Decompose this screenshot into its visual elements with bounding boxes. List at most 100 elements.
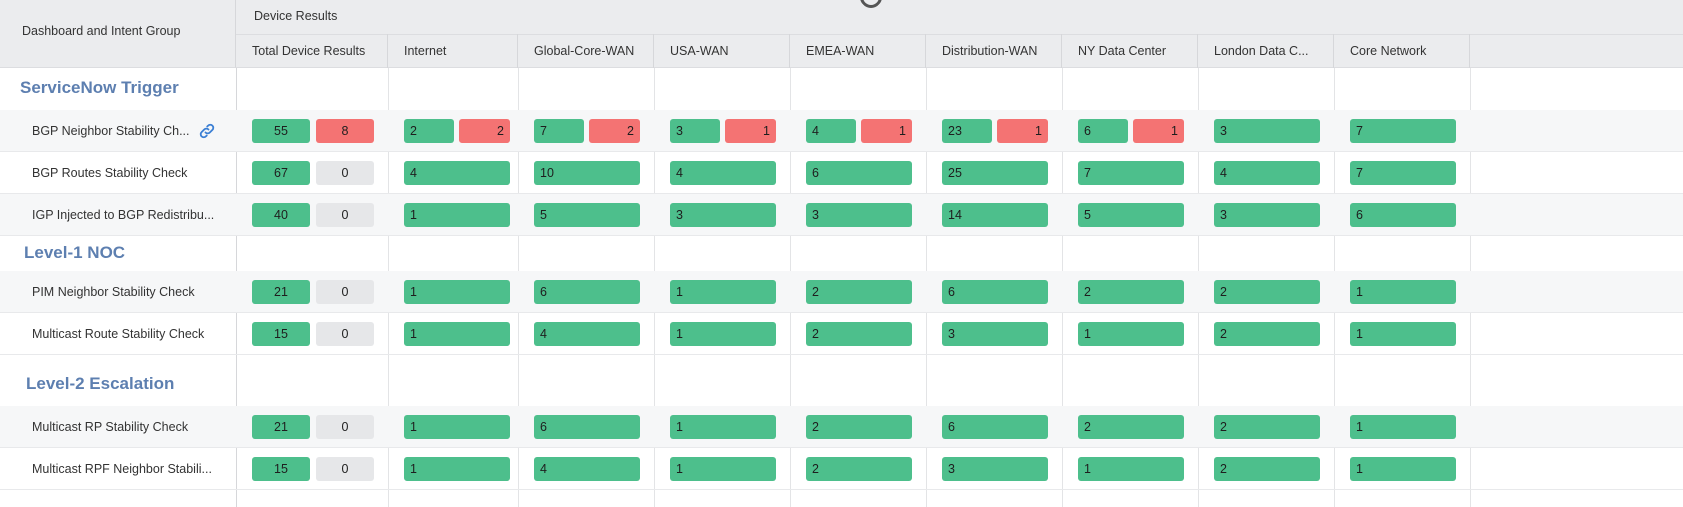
passed-badge[interactable]: 6 <box>806 161 912 185</box>
failed-badge[interactable]: 1 <box>997 119 1048 143</box>
column-header[interactable]: NY Data Center <box>1062 34 1198 68</box>
passed-badge[interactable]: 5 <box>534 203 640 227</box>
passed-badge[interactable]: 2 <box>1214 457 1320 481</box>
failed-badge[interactable]: 1 <box>861 119 912 143</box>
passed-badge[interactable]: 1 <box>404 457 510 481</box>
passed-badge[interactable]: 6 <box>534 280 640 304</box>
intent-name[interactable]: Multicast Route Stability Check <box>32 327 205 341</box>
passed-badge[interactable]: 7 <box>534 119 584 143</box>
total-failed-badge[interactable]: 0 <box>316 457 374 481</box>
failed-badge[interactable]: 2 <box>589 119 640 143</box>
passed-badge[interactable]: 6 <box>1350 203 1456 227</box>
total-passed-badge[interactable]: 55 <box>252 119 310 143</box>
intent-name[interactable]: BGP Neighbor Stability Ch... <box>32 124 190 138</box>
total-passed-badge[interactable]: 15 <box>252 322 310 346</box>
passed-badge[interactable]: 1 <box>1350 415 1456 439</box>
passed-badge[interactable]: 2 <box>806 322 912 346</box>
passed-badge[interactable]: 2 <box>1078 415 1184 439</box>
total-passed-badge[interactable]: 40 <box>252 203 310 227</box>
total-failed-badge[interactable]: 0 <box>316 415 374 439</box>
passed-badge[interactable]: 1 <box>1350 457 1456 481</box>
dashboard-intent-group-label: Dashboard and Intent Group <box>22 24 181 38</box>
passed-badge[interactable]: 1 <box>1350 322 1456 346</box>
passed-badge[interactable]: 2 <box>1214 415 1320 439</box>
column-header[interactable]: London Data C... <box>1198 34 1334 68</box>
passed-badge[interactable]: 14 <box>942 203 1048 227</box>
device-results-header: Device Results <box>254 9 338 23</box>
passed-badge[interactable]: 2 <box>404 119 454 143</box>
dashboard-intent-group-header[interactable]: Dashboard and Intent Group <box>0 0 236 68</box>
table-row <box>0 313 1683 355</box>
total-passed-badge[interactable]: 21 <box>252 415 310 439</box>
passed-badge[interactable]: 3 <box>1214 203 1320 227</box>
failed-badge[interactable]: 1 <box>725 119 776 143</box>
passed-badge[interactable]: 1 <box>1350 280 1456 304</box>
passed-badge[interactable]: 2 <box>1214 280 1320 304</box>
passed-badge[interactable]: 3 <box>1214 119 1320 143</box>
passed-badge[interactable]: 1 <box>670 415 776 439</box>
total-failed-badge[interactable]: 8 <box>316 119 374 143</box>
passed-badge[interactable]: 3 <box>942 457 1048 481</box>
intent-group-title[interactable]: ServiceNow Trigger <box>20 78 179 97</box>
total-passed-badge[interactable]: 21 <box>252 280 310 304</box>
column-header[interactable]: Internet <box>388 34 518 68</box>
intent-group-title[interactable]: Level-2 Escalation <box>26 374 175 393</box>
passed-badge[interactable]: 7 <box>1350 161 1456 185</box>
failed-badge[interactable]: 1 <box>1133 119 1184 143</box>
passed-badge[interactable]: 7 <box>1350 119 1456 143</box>
passed-badge[interactable]: 5 <box>1078 203 1184 227</box>
total-passed-badge[interactable]: 15 <box>252 457 310 481</box>
total-failed-badge[interactable]: 0 <box>316 322 374 346</box>
passed-badge[interactable]: 4 <box>534 322 640 346</box>
column-header[interactable]: Global-Core-WAN <box>518 34 654 68</box>
passed-badge[interactable]: 1 <box>404 280 510 304</box>
passed-badge[interactable]: 3 <box>670 119 720 143</box>
intent-name[interactable]: IGP Injected to BGP Redistribu... <box>32 208 215 222</box>
total-failed-badge[interactable]: 0 <box>316 280 374 304</box>
passed-badge[interactable]: 6 <box>942 415 1048 439</box>
link-icon[interactable] <box>198 122 216 140</box>
passed-badge[interactable]: 6 <box>1078 119 1128 143</box>
passed-badge[interactable]: 1 <box>404 203 510 227</box>
passed-badge[interactable]: 3 <box>806 203 912 227</box>
passed-badge[interactable]: 1 <box>670 280 776 304</box>
passed-badge[interactable]: 2 <box>1078 280 1184 304</box>
column-header[interactable]: EMEA-WAN <box>790 34 926 68</box>
column-header[interactable]: USA-WAN <box>654 34 790 68</box>
intent-name[interactable]: BGP Routes Stability Check <box>32 166 188 180</box>
passed-badge[interactable]: 1 <box>404 322 510 346</box>
intent-name[interactable]: Multicast RP Stability Check <box>32 420 189 434</box>
total-passed-badge[interactable]: 67 <box>252 161 310 185</box>
passed-badge[interactable]: 1 <box>670 322 776 346</box>
passed-badge[interactable]: 2 <box>806 280 912 304</box>
total-failed-badge[interactable]: 0 <box>316 203 374 227</box>
intent-name[interactable]: Multicast RPF Neighbor Stabili... <box>32 462 212 476</box>
passed-badge[interactable]: 2 <box>806 457 912 481</box>
column-header[interactable]: Total Device Results <box>236 34 388 68</box>
passed-badge[interactable]: 10 <box>534 161 640 185</box>
passed-badge[interactable]: 6 <box>534 415 640 439</box>
intent-group-title[interactable]: Level-1 NOC <box>24 243 126 262</box>
passed-badge[interactable]: 2 <box>806 415 912 439</box>
passed-badge[interactable]: 4 <box>670 161 776 185</box>
passed-badge[interactable]: 25 <box>942 161 1048 185</box>
passed-badge[interactable]: 1 <box>404 415 510 439</box>
passed-badge[interactable]: 23 <box>942 119 992 143</box>
total-failed-badge[interactable]: 0 <box>316 161 374 185</box>
passed-badge[interactable]: 1 <box>1078 322 1184 346</box>
passed-badge[interactable]: 4 <box>534 457 640 481</box>
intent-name[interactable]: PIM Neighbor Stability Check <box>32 285 195 299</box>
passed-badge[interactable]: 3 <box>670 203 776 227</box>
passed-badge[interactable]: 1 <box>670 457 776 481</box>
passed-badge[interactable]: 3 <box>942 322 1048 346</box>
failed-badge[interactable]: 2 <box>459 119 510 143</box>
passed-badge[interactable]: 4 <box>404 161 510 185</box>
passed-badge[interactable]: 4 <box>806 119 856 143</box>
passed-badge[interactable]: 6 <box>942 280 1048 304</box>
passed-badge[interactable]: 7 <box>1078 161 1184 185</box>
column-header[interactable]: Core Network <box>1334 34 1470 68</box>
column-header[interactable]: Distribution-WAN <box>926 34 1062 68</box>
passed-badge[interactable]: 4 <box>1214 161 1320 185</box>
passed-badge[interactable]: 1 <box>1078 457 1184 481</box>
passed-badge[interactable]: 2 <box>1214 322 1320 346</box>
